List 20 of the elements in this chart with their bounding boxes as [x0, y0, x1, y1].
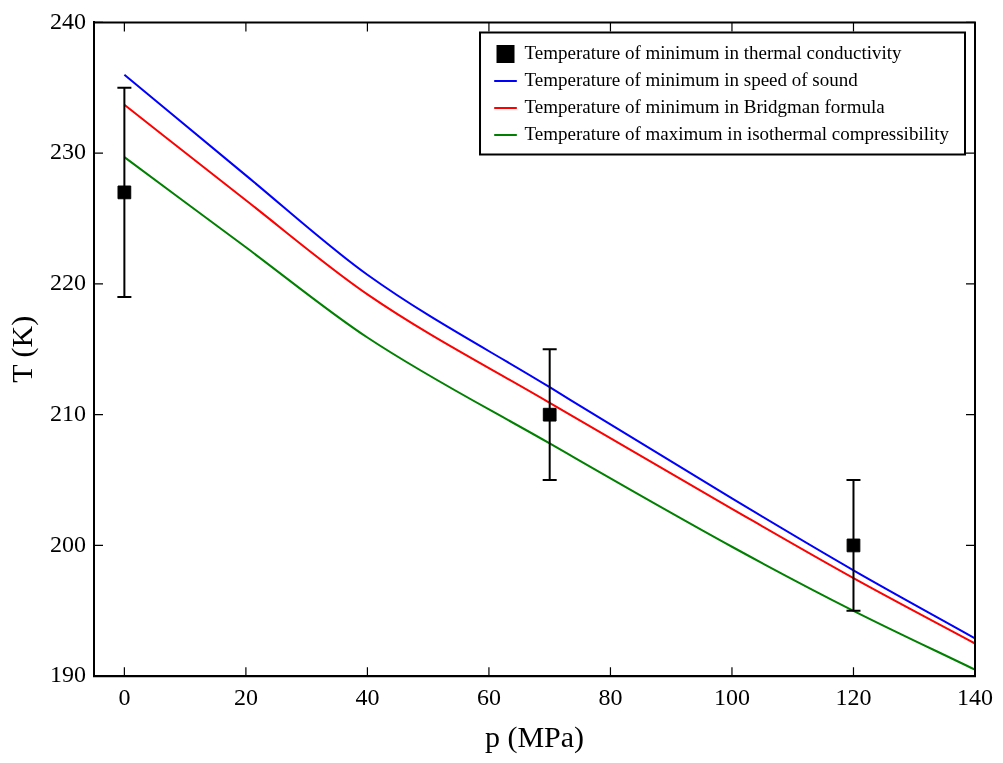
x-axis-title: p (MPa)	[484, 719, 585, 754]
legend-label: Temperature of minimum in Bridgman formula	[524, 95, 886, 117]
y-tick-label: 190	[50, 661, 86, 688]
legend-label: Temperature of minimum in speed of sound	[524, 68, 859, 90]
y-tick-label: 200	[50, 530, 86, 557]
x-tick-label: 140	[957, 683, 993, 710]
legend-label: Temperature of maximum in isothermal compressibility	[524, 122, 950, 144]
legend-label: Temperature of minimum in thermal conductivity	[524, 41, 902, 63]
y-tick-label: 230	[50, 138, 86, 165]
x-tick-label: 80	[598, 683, 623, 710]
x-tick-label: 0	[118, 683, 131, 710]
y-tick-label: 210	[50, 399, 86, 426]
x-tick-label: 20	[233, 683, 258, 710]
x-tick-label: 120	[835, 683, 872, 710]
x-tick-label: 40	[355, 683, 380, 710]
y-axis-title: T (K)	[4, 315, 39, 383]
x-tick-label: 60	[476, 683, 501, 710]
y-tick-label: 240	[50, 7, 86, 34]
y-tick-label: 220	[50, 269, 86, 296]
x-tick-label: 100	[713, 683, 750, 710]
